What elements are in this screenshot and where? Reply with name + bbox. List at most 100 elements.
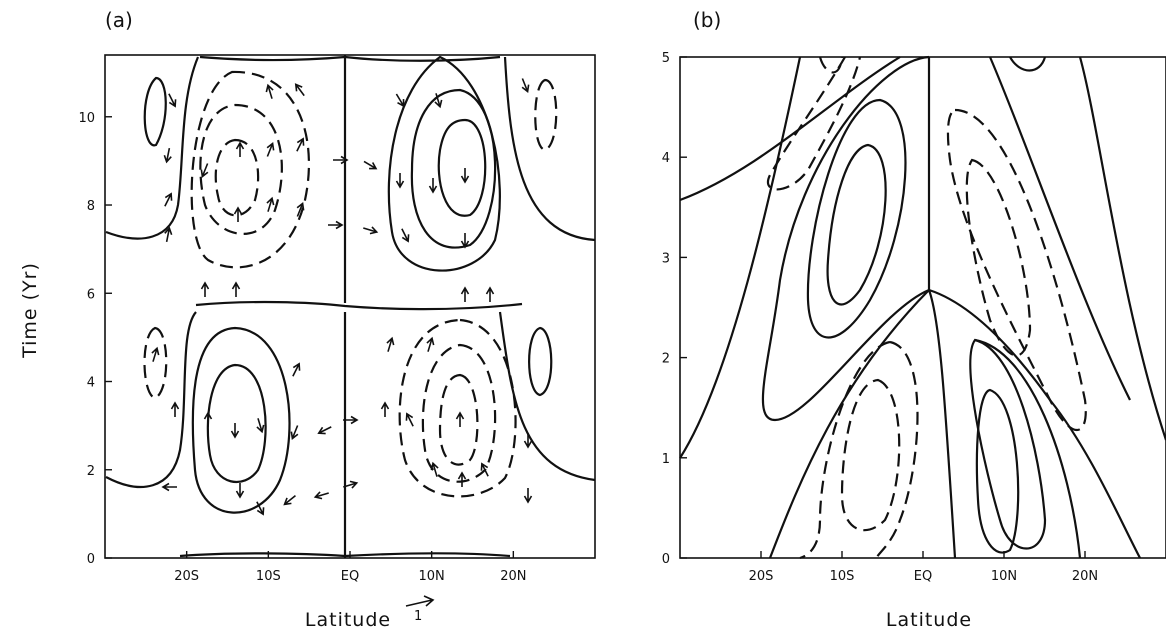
panel-a-vector-arrow bbox=[428, 178, 438, 194]
panel-a-ur-outer-solid bbox=[387, 55, 501, 272]
panel-a-ll-outer-solid bbox=[105, 311, 197, 489]
panel-a-ul-outer-solid bbox=[105, 56, 200, 240]
panel-b-left-diagonal-1 bbox=[679, 56, 901, 202]
panel-a-vector-arrow bbox=[290, 425, 299, 440]
panel-b-ytick-label: 1 bbox=[662, 452, 670, 467]
panel-a-vector-arrow bbox=[151, 346, 160, 362]
panel-a-xtick-label: EQ bbox=[341, 569, 359, 584]
panel-b-frame bbox=[679, 56, 1166, 559]
panel-a-vector-arrow bbox=[460, 168, 470, 184]
panel-a-label: (a) bbox=[105, 8, 133, 32]
panel-b-ytick-label: 4 bbox=[662, 151, 670, 166]
panel-a-ul-small-solid bbox=[143, 76, 167, 147]
panel-a-vector-arrow bbox=[292, 362, 301, 377]
panel-b-ul-dash bbox=[767, 56, 862, 191]
panel-a-reference-label: 1 bbox=[414, 609, 422, 624]
panel-a-ul-core-dash bbox=[214, 138, 260, 217]
panel-a-vector-arrow bbox=[455, 411, 465, 427]
panel-b-xtick-label: 20S bbox=[749, 569, 774, 584]
panel-a-vector-arrow bbox=[235, 141, 245, 157]
panel-a-ul-inner-dash bbox=[199, 103, 283, 235]
panel-a-vector-arrow bbox=[164, 226, 173, 243]
panel-a-vector-arrow bbox=[328, 220, 344, 230]
panel-b-ul-outer bbox=[761, 55, 930, 422]
panel-a-vector-arrow bbox=[294, 83, 305, 97]
panel-a-vector-arrow bbox=[231, 281, 241, 297]
panel-a-vector-arrow bbox=[265, 83, 274, 99]
panel-a-vector-arrow bbox=[363, 160, 378, 170]
panel-b-xtick-label: 20N bbox=[1072, 569, 1098, 584]
panel-b-ur-inner-dash bbox=[965, 158, 1032, 357]
panel-a-vector-arrow bbox=[170, 401, 180, 417]
panel-a-vector-arrow bbox=[313, 491, 329, 500]
panel-a-vector-field bbox=[151, 78, 533, 516]
panel-a-vector-arrow bbox=[523, 488, 533, 504]
panel-a-xtick-label: 10S bbox=[256, 569, 281, 584]
panel-a-ur-mid-solid bbox=[410, 88, 497, 249]
panel-a-vector-arrow bbox=[401, 228, 410, 243]
panel-a-ll-core-solid bbox=[206, 363, 267, 484]
panel-a-vector-arrow bbox=[521, 78, 530, 93]
panel-a-vector-arrow bbox=[200, 281, 210, 297]
panel-a-xtick-label: 10N bbox=[419, 569, 445, 584]
panel-a-ytick-label: 8 bbox=[87, 199, 95, 214]
panel-a-top-contour bbox=[199, 55, 501, 62]
panel-a-vector-arrow bbox=[395, 173, 405, 189]
panel-b-r-top-small bbox=[1009, 56, 1047, 72]
panel-a-vector-arrow bbox=[256, 501, 265, 516]
panel-a-ticks: 20S 10S EQ 10N 20N 0 2 4 6 8 10 bbox=[78, 111, 526, 584]
panel-a-vector-arrow bbox=[333, 155, 349, 165]
panel-a-vector-arrow bbox=[460, 233, 470, 249]
panel-b-right-diagonal-1 bbox=[1078, 56, 1166, 441]
panel-a-vector-arrow bbox=[395, 93, 405, 108]
panel-a-lr-outer-dash bbox=[398, 318, 517, 498]
panel-b-xlabel: Latitude bbox=[886, 609, 972, 631]
panel-a-vector-arrow bbox=[230, 423, 240, 439]
panel-a-bottom-contour bbox=[179, 552, 511, 558]
panel-b-ul-dash-small bbox=[818, 56, 844, 74]
panel-a-vector-arrow bbox=[164, 192, 173, 207]
panel-b-left-diagonal-2 bbox=[679, 56, 802, 459]
panel-b-ll-outer-dash bbox=[799, 340, 919, 560]
panel-a-lr-right-solid bbox=[498, 311, 596, 482]
panel-b-xtick-label: EQ bbox=[914, 569, 932, 584]
panel-a-vector-arrow bbox=[266, 196, 275, 212]
panel-b-xtick-label: 10S bbox=[830, 569, 855, 584]
panel-a-ll-small-dash bbox=[143, 326, 168, 400]
panel-a-vector-arrow bbox=[480, 462, 489, 477]
panel-a-lr-core-dash bbox=[438, 373, 479, 466]
panel-a-ytick-label: 0 bbox=[87, 552, 95, 567]
panel-a-vector-arrow bbox=[163, 147, 172, 164]
panel-b-ul-core bbox=[826, 143, 887, 306]
panel-a-vector-arrow bbox=[343, 415, 359, 425]
panel-b-ticks: 20S 10S EQ 10N 20N 0 1 2 3 4 5 bbox=[662, 51, 1098, 584]
panel-b-r-outer bbox=[928, 288, 1141, 559]
panel-a: (a) Time (Yr) Latitude 20S 10S EQ 10N 20N 0 2 4… bbox=[19, 8, 596, 631]
panel-a-vector-arrow bbox=[460, 286, 470, 302]
panel-b-lr-mid bbox=[969, 338, 1047, 550]
panel-a-ytick-label: 4 bbox=[87, 376, 95, 391]
panel-a-vector-arrow bbox=[296, 202, 305, 217]
panel-a-ytick-label: 6 bbox=[87, 287, 95, 302]
panel-a-vector-arrow bbox=[235, 483, 245, 499]
panel-a-vector-arrow bbox=[200, 163, 209, 178]
panel-a-vector-arrow bbox=[363, 226, 379, 235]
panel-a-vector-arrow bbox=[161, 482, 177, 492]
panel-b-lr-outer bbox=[927, 289, 1082, 559]
panel-a-mid-contour bbox=[195, 300, 523, 311]
panel-a-vector-arrow bbox=[317, 426, 332, 435]
panel-b-right-diagonal-2 bbox=[988, 56, 1131, 401]
panel-a-vector-arrow bbox=[233, 206, 243, 222]
panel-a-vector-arrow bbox=[485, 286, 495, 302]
panel-a-vector-arrow bbox=[256, 418, 265, 434]
panel-b-ul-mid bbox=[806, 98, 907, 339]
panel-b-ur-outer-dash bbox=[946, 108, 1087, 431]
panel-a-vector-arrow bbox=[523, 433, 533, 449]
panel-a-xtick-label: 20S bbox=[174, 569, 199, 584]
panel-a-vector-arrow bbox=[283, 495, 296, 506]
panel-a-ylabel: Time (Yr) bbox=[19, 262, 41, 359]
panel-a-ytick-label: 10 bbox=[78, 111, 95, 126]
panel-a-vector-arrow bbox=[426, 336, 435, 352]
panel-b-ytick-label: 2 bbox=[662, 352, 670, 367]
panel-a-ytick-label: 2 bbox=[87, 464, 95, 479]
